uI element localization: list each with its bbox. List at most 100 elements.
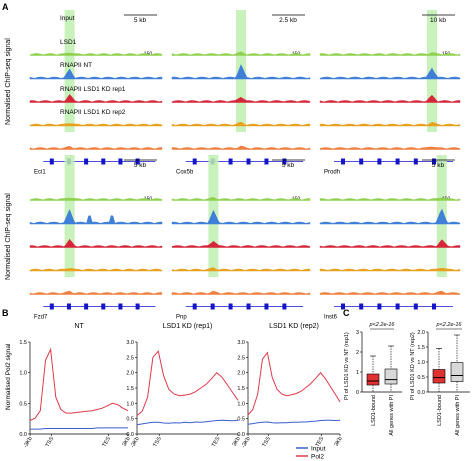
gene-exon	[135, 158, 140, 165]
track-signal	[171, 96, 311, 103]
gene-exon	[192, 158, 197, 165]
gene-exon	[377, 158, 382, 165]
track-signal	[29, 208, 163, 225]
track-signal	[319, 267, 461, 272]
y-tick-label: 1.0	[126, 401, 134, 407]
panel-a-tracks: 5 kb150Eci12.5 kb150Cox5b10 kb150Prodh5 …	[29, 10, 461, 321]
track-signal	[171, 145, 311, 150]
panel-b-ylabel: Normalised Pol2 signal	[5, 343, 12, 410]
track-signal	[171, 51, 311, 56]
gene-exon	[377, 303, 382, 310]
gene-exon	[66, 303, 71, 310]
y-tick-label: 3.0	[126, 340, 134, 346]
track-signal	[29, 123, 163, 127]
legend-pol2-label: Pol2	[311, 454, 324, 461]
y-tick-label: 1.5	[417, 345, 425, 351]
gene-exon	[49, 158, 54, 165]
gene-exon	[341, 303, 345, 310]
box	[450, 362, 464, 382]
gene-exon	[282, 303, 287, 310]
legend-input-label: Input	[311, 446, 326, 453]
gene-name: Fzd7	[34, 315, 48, 321]
x-tick-label: TSS	[261, 436, 272, 449]
track-signal	[171, 240, 311, 248]
gene-exon	[282, 158, 287, 165]
x-tick-label: TSS	[45, 436, 56, 449]
gene-exon	[359, 158, 364, 165]
y-tick-label: 2.5	[126, 355, 134, 361]
y-axis-label: PI of LSD1 KD vs NT (rep2)	[410, 332, 416, 400]
gene-exon	[264, 303, 269, 310]
track-signal	[29, 197, 163, 201]
track-signal	[319, 67, 461, 80]
box	[432, 369, 446, 384]
gene-name: Eci1	[34, 170, 46, 176]
scale-label: 5 kb	[134, 162, 147, 169]
track-label: RNAPII LSD1 KD rep2	[60, 109, 126, 116]
y-tick-label: 0	[356, 390, 359, 396]
gene-exon	[192, 303, 197, 310]
gene-exon	[413, 158, 418, 165]
track-signal	[29, 68, 163, 80]
gene-exon	[395, 303, 400, 310]
gene-exon	[264, 158, 269, 165]
track-label: Input	[60, 15, 75, 22]
track-signal	[29, 238, 163, 248]
gene-exon	[135, 303, 140, 310]
gene-exon	[413, 303, 418, 310]
scale-label: 5 kb	[432, 162, 445, 169]
gene-exon	[341, 158, 345, 165]
gene-exon	[228, 303, 233, 310]
x-tick-label: TES	[315, 436, 326, 449]
gene-exon	[246, 303, 251, 310]
track-signal	[319, 94, 461, 103]
gene-exon	[210, 303, 215, 310]
scale-label: 5 kb	[134, 17, 147, 24]
metaplot-title: NT	[74, 323, 84, 330]
pvalue-label: p<2.2e-16	[369, 322, 396, 328]
y-tick-label: 1.0	[19, 371, 27, 377]
x-tick-label: 3Kb	[334, 436, 344, 447]
y-tick-label: 2.0	[237, 371, 245, 377]
y-tick-label: 1	[356, 370, 359, 376]
gene-exon	[432, 158, 436, 165]
track-signal	[29, 94, 163, 103]
scale-label: 2.5 kb	[279, 17, 297, 24]
series-line-input	[136, 419, 239, 426]
y-tick-label: 0.5	[126, 417, 134, 423]
track-signal	[171, 209, 311, 225]
y-tick-label: 0.5	[19, 401, 27, 407]
y-tick-label: 0.0	[19, 432, 27, 438]
x-tick-label: TSS	[152, 436, 163, 449]
track-label: LSD1	[60, 39, 77, 46]
gene-exon	[101, 303, 106, 310]
y-tick-label: 0.0	[237, 432, 245, 438]
track-signal	[319, 239, 461, 248]
y-tick-label: 3	[356, 330, 359, 336]
x-tick-label: -3Kb	[241, 436, 252, 449]
panel-b-metaplots: NT 0.0 0.5 1.0 1.5 -3Kb TSS TES 3Kb LSD1 KD (rep1…	[19, 323, 343, 449]
track-signal	[171, 197, 311, 201]
gene-exon	[246, 158, 251, 165]
x-tick-label: 3Kb	[122, 436, 132, 447]
y-tick-label: 1.0	[237, 401, 245, 407]
x-tick-label: TES	[211, 436, 222, 449]
gene-exon	[228, 158, 233, 165]
y-tick-label: 0.5	[237, 417, 245, 423]
track-signal	[319, 121, 461, 127]
metaplot-title: LSD1 KD (rep2)	[269, 323, 319, 330]
y-tick-label: 1.5	[126, 386, 134, 392]
box	[366, 373, 380, 386]
category-label: All genes with PI	[389, 395, 395, 436]
track-signal	[319, 146, 461, 150]
panel-b-legend: Input Pol2	[296, 446, 326, 461]
track-label: RNAPII NT	[60, 62, 92, 69]
gene-exon	[118, 303, 123, 310]
track-signal	[29, 52, 163, 56]
category-label: LSD1-bound	[371, 395, 377, 426]
y-tick-label: 2	[356, 350, 359, 356]
x-tick-label: -3Kb	[23, 436, 34, 449]
scale-label: 5 kb	[282, 162, 295, 169]
track-label: RNAPII LSD1 KD rep1	[60, 86, 126, 93]
gene-exon	[84, 303, 89, 310]
